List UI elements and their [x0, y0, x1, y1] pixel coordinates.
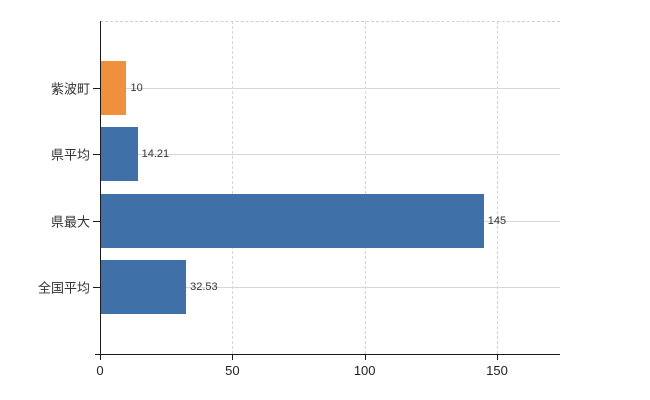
gridline-horizontal: [100, 287, 560, 289]
y-axis-tick: [93, 87, 100, 89]
bar: [100, 193, 484, 248]
value-label: 10: [130, 81, 143, 94]
x-axis-tick: [497, 354, 498, 360]
category-label: 全国平均: [37, 280, 90, 296]
x-tick-label: 150: [486, 363, 508, 378]
x-axis-line: [95, 354, 560, 355]
gridline-vertical: [364, 21, 366, 354]
bar: [100, 60, 127, 115]
gridline-horizontal: [100, 87, 560, 89]
plot-area: [100, 21, 560, 355]
y-axis-tick: [93, 287, 100, 289]
gridline-vertical: [232, 21, 234, 354]
value-label: 14.21: [141, 148, 170, 161]
category-label: 県平均: [50, 147, 90, 163]
x-tick-label: 100: [353, 363, 376, 378]
value-label: 32.53: [190, 281, 218, 294]
y-axis-tick: [93, 154, 100, 156]
x-axis-tick: [232, 354, 234, 360]
x-axis-tick: [364, 354, 366, 360]
category-label: 県最大: [50, 214, 90, 230]
category-label: 紫波町: [50, 81, 90, 97]
x-tick-label: 50: [225, 363, 240, 378]
y-axis-line: [100, 21, 101, 354]
gridline-vertical: [497, 21, 498, 354]
bar: [100, 260, 187, 315]
x-axis-tick: [100, 354, 101, 360]
value-label: 145: [487, 214, 507, 227]
bar: [100, 127, 138, 182]
x-tick-label: 0: [96, 363, 104, 378]
y-axis-tick: [93, 220, 100, 222]
gridline-horizontal: [100, 154, 560, 156]
